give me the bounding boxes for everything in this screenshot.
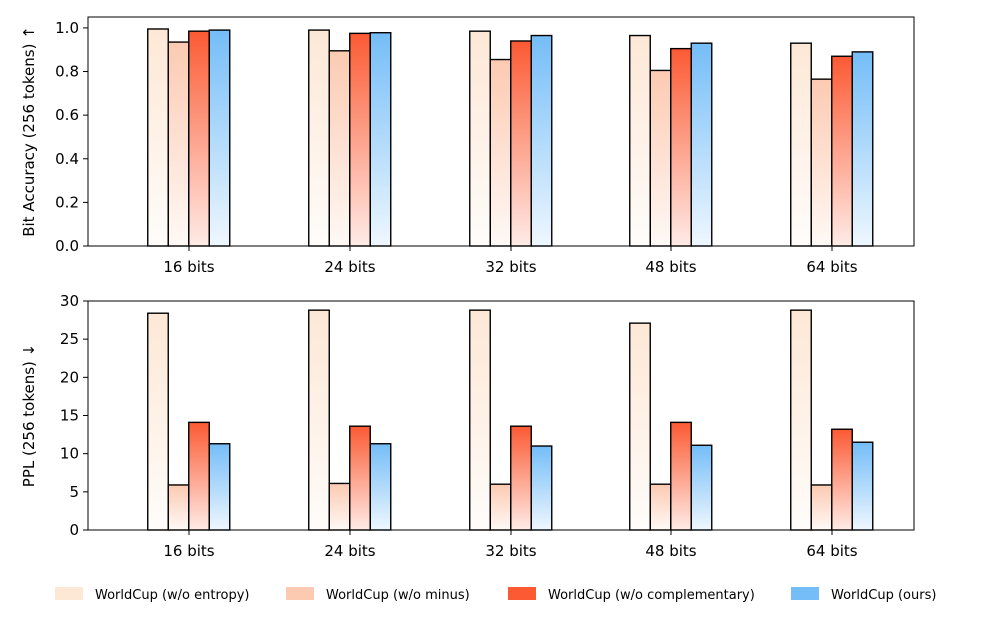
bit-accuracy-bar-worldcup-ours-24-bits bbox=[369, 32, 392, 247]
legend-swatch-worldcup-w-o-complementary bbox=[508, 587, 536, 600]
ppl-bar-worldcup-w-o-entropy-48-bits bbox=[629, 322, 651, 531]
bit-accuracy-bar-worldcup-w-o-entropy-48-bits bbox=[629, 34, 651, 247]
bit-accuracy-ytick-label: 1.0 bbox=[55, 19, 79, 37]
ppl-bar-worldcup-w-o-complementary-16-bits bbox=[188, 421, 210, 531]
legend-label-worldcup-ours: WorldCup (ours) bbox=[831, 588, 936, 603]
ppl-ytick-label: 25 bbox=[60, 330, 79, 348]
ppl-xtick-label: 64 bits bbox=[806, 542, 857, 560]
ppl-bar-worldcup-w-o-entropy-32-bits bbox=[469, 309, 491, 531]
ppl-bar-worldcup-w-o-complementary-32-bits bbox=[510, 425, 532, 531]
ppl-ytick-label: 0 bbox=[69, 521, 79, 539]
ppl-ylabel: PPL (256 tokens) ↓ bbox=[20, 344, 38, 487]
ppl-bar-worldcup-w-o-complementary-24-bits bbox=[349, 425, 371, 531]
ppl-bar-worldcup-ours-24-bits bbox=[369, 443, 392, 531]
bit-accuracy-bar-worldcup-w-o-complementary-32-bits bbox=[510, 40, 532, 247]
ppl-xtick-label: 48 bits bbox=[645, 542, 696, 560]
ppl-bar-worldcup-w-o-minus-48-bits bbox=[649, 483, 672, 531]
ppl-bar-worldcup-w-o-entropy-64-bits bbox=[790, 309, 812, 531]
bit-accuracy-bar-worldcup-w-o-minus-64-bits bbox=[810, 78, 833, 247]
legend: WorldCup (w/o entropy) WorldCup (w/o minu… bbox=[55, 587, 936, 603]
bit-accuracy-bar-worldcup-w-o-complementary-24-bits bbox=[349, 32, 371, 247]
bit-accuracy-ytick-label: 0.4 bbox=[55, 150, 79, 168]
legend-swatch-worldcup-w-o-minus bbox=[286, 587, 314, 600]
bit-accuracy-bar-worldcup-w-o-minus-24-bits bbox=[328, 50, 351, 247]
bit-accuracy-xtick-label: 48 bits bbox=[645, 258, 696, 276]
bit-accuracy-bar-worldcup-w-o-minus-48-bits bbox=[649, 69, 672, 247]
legend-swatch-worldcup-ours bbox=[791, 587, 819, 600]
legend-label-worldcup-w-o-entropy: WorldCup (w/o entropy) bbox=[95, 588, 250, 603]
bit-accuracy-bar-worldcup-ours-64-bits bbox=[851, 51, 874, 247]
ppl-bar-worldcup-w-o-minus-24-bits bbox=[328, 482, 351, 531]
ppl-ytick-label: 30 bbox=[60, 292, 79, 310]
ppl-ytick-label: 5 bbox=[69, 483, 79, 501]
bit-accuracy-bar-worldcup-w-o-minus-16-bits bbox=[167, 41, 190, 247]
ppl-bar-worldcup-w-o-minus-16-bits bbox=[167, 484, 190, 531]
bit-accuracy-bar-worldcup-w-o-entropy-64-bits bbox=[790, 42, 812, 247]
ppl-bar-worldcup-w-o-minus-32-bits bbox=[489, 483, 512, 531]
bit-accuracy-axes-frame bbox=[87, 16, 915, 247]
bit-accuracy-ylabel: Bit Accuracy (256 tokens) ↑ bbox=[20, 26, 38, 237]
bit-accuracy-bar-worldcup-w-o-complementary-64-bits bbox=[831, 55, 853, 247]
ppl-bar-worldcup-w-o-minus-64-bits bbox=[810, 484, 833, 531]
bit-accuracy-xtick-label: 64 bits bbox=[806, 258, 857, 276]
bit-accuracy-xtick-label: 16 bits bbox=[163, 258, 214, 276]
ppl-bar-worldcup-ours-32-bits bbox=[530, 445, 553, 531]
ppl-bar-worldcup-ours-64-bits bbox=[851, 441, 874, 531]
ppl-ytick-label: 10 bbox=[60, 445, 79, 463]
ppl-bar-worldcup-w-o-complementary-64-bits bbox=[831, 428, 853, 531]
bit-accuracy-bar-worldcup-w-o-complementary-16-bits bbox=[188, 30, 210, 247]
bit-accuracy-panel: 0.0 0.2 0.4 0.6 0.8 1.0 16 bits 24 bits 32 bits 4… bbox=[20, 16, 915, 276]
ppl-ytick-label: 15 bbox=[60, 407, 79, 425]
ppl-xtick-label: 32 bits bbox=[485, 542, 536, 560]
legend-label-worldcup-w-o-minus: WorldCup (w/o minus) bbox=[326, 588, 470, 603]
bit-accuracy-ytick-label: 0.0 bbox=[55, 237, 79, 255]
legend-label-worldcup-w-o-complementary: WorldCup (w/o complementary) bbox=[548, 588, 755, 603]
bit-accuracy-bar-worldcup-w-o-entropy-16-bits bbox=[147, 28, 169, 247]
ppl-panel: 0 5 10 15 20 25 30 16 bits 24 bits 32 bits 48 bits… bbox=[20, 292, 915, 560]
ppl-bar-worldcup-w-o-entropy-16-bits bbox=[147, 312, 169, 531]
bit-accuracy-ytick-label: 0.2 bbox=[55, 193, 79, 211]
ppl-xtick-label: 24 bits bbox=[324, 542, 375, 560]
ppl-bar-worldcup-w-o-complementary-48-bits bbox=[670, 421, 692, 531]
ppl-bar-worldcup-ours-48-bits bbox=[690, 444, 713, 531]
legend-swatch-worldcup-w-o-entropy bbox=[55, 587, 83, 600]
bit-accuracy-bar-worldcup-ours-32-bits bbox=[530, 34, 553, 247]
ppl-ytick-label: 20 bbox=[60, 368, 79, 386]
ppl-xtick-label: 16 bits bbox=[163, 542, 214, 560]
ppl-bar-worldcup-w-o-entropy-24-bits bbox=[308, 309, 330, 531]
bit-accuracy-bar-worldcup-w-o-complementary-48-bits bbox=[670, 47, 692, 247]
ppl-bar-worldcup-ours-16-bits bbox=[208, 443, 231, 531]
bit-accuracy-xtick-label: 24 bits bbox=[324, 258, 375, 276]
bit-accuracy-ytick-label: 0.8 bbox=[55, 63, 79, 81]
bit-accuracy-bar-worldcup-w-o-entropy-24-bits bbox=[308, 29, 330, 247]
bit-accuracy-bar-worldcup-ours-48-bits bbox=[690, 42, 713, 247]
bit-accuracy-ytick-label: 0.6 bbox=[55, 106, 79, 124]
bit-accuracy-bar-worldcup-ours-16-bits bbox=[208, 29, 231, 247]
bit-accuracy-bar-worldcup-w-o-minus-32-bits bbox=[489, 58, 512, 247]
bit-accuracy-bar-worldcup-w-o-entropy-32-bits bbox=[469, 30, 491, 247]
bit-accuracy-xtick-label: 32 bits bbox=[485, 258, 536, 276]
